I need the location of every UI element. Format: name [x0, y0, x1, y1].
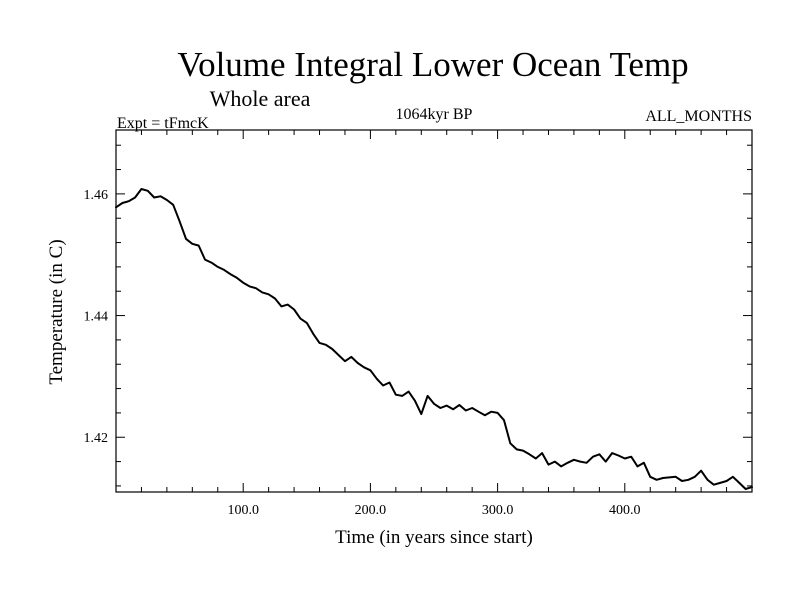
- x-axis-title: Time (in years since start): [335, 527, 533, 548]
- x-tick-label: 200.0: [355, 503, 387, 518]
- chart-subtitle: Whole area: [210, 86, 311, 111]
- months-label: ALL_MONTHS: [645, 108, 752, 125]
- x-tick-label: 300.0: [482, 503, 514, 518]
- x-tick-label: 400.0: [609, 503, 641, 518]
- y-tick-label: 1.44: [84, 310, 109, 325]
- period-label: 1064kyr BP: [396, 106, 473, 123]
- y-axis-title: Temperature (in C): [46, 239, 67, 384]
- series-line: [115, 188, 753, 490]
- x-tick-label: 100.0: [227, 503, 259, 518]
- y-tick-label: 1.42: [84, 431, 109, 446]
- plot-frame: [115, 129, 753, 493]
- chart-title: Volume Integral Lower Ocean Temp: [177, 45, 688, 84]
- experiment-label: Expt = tFmcK: [117, 115, 209, 132]
- y-tick-label: 1.46: [84, 188, 109, 203]
- plot-area: 100.0 200.0 300.0 400.0 1.42 1.44 1.46: [84, 129, 753, 518]
